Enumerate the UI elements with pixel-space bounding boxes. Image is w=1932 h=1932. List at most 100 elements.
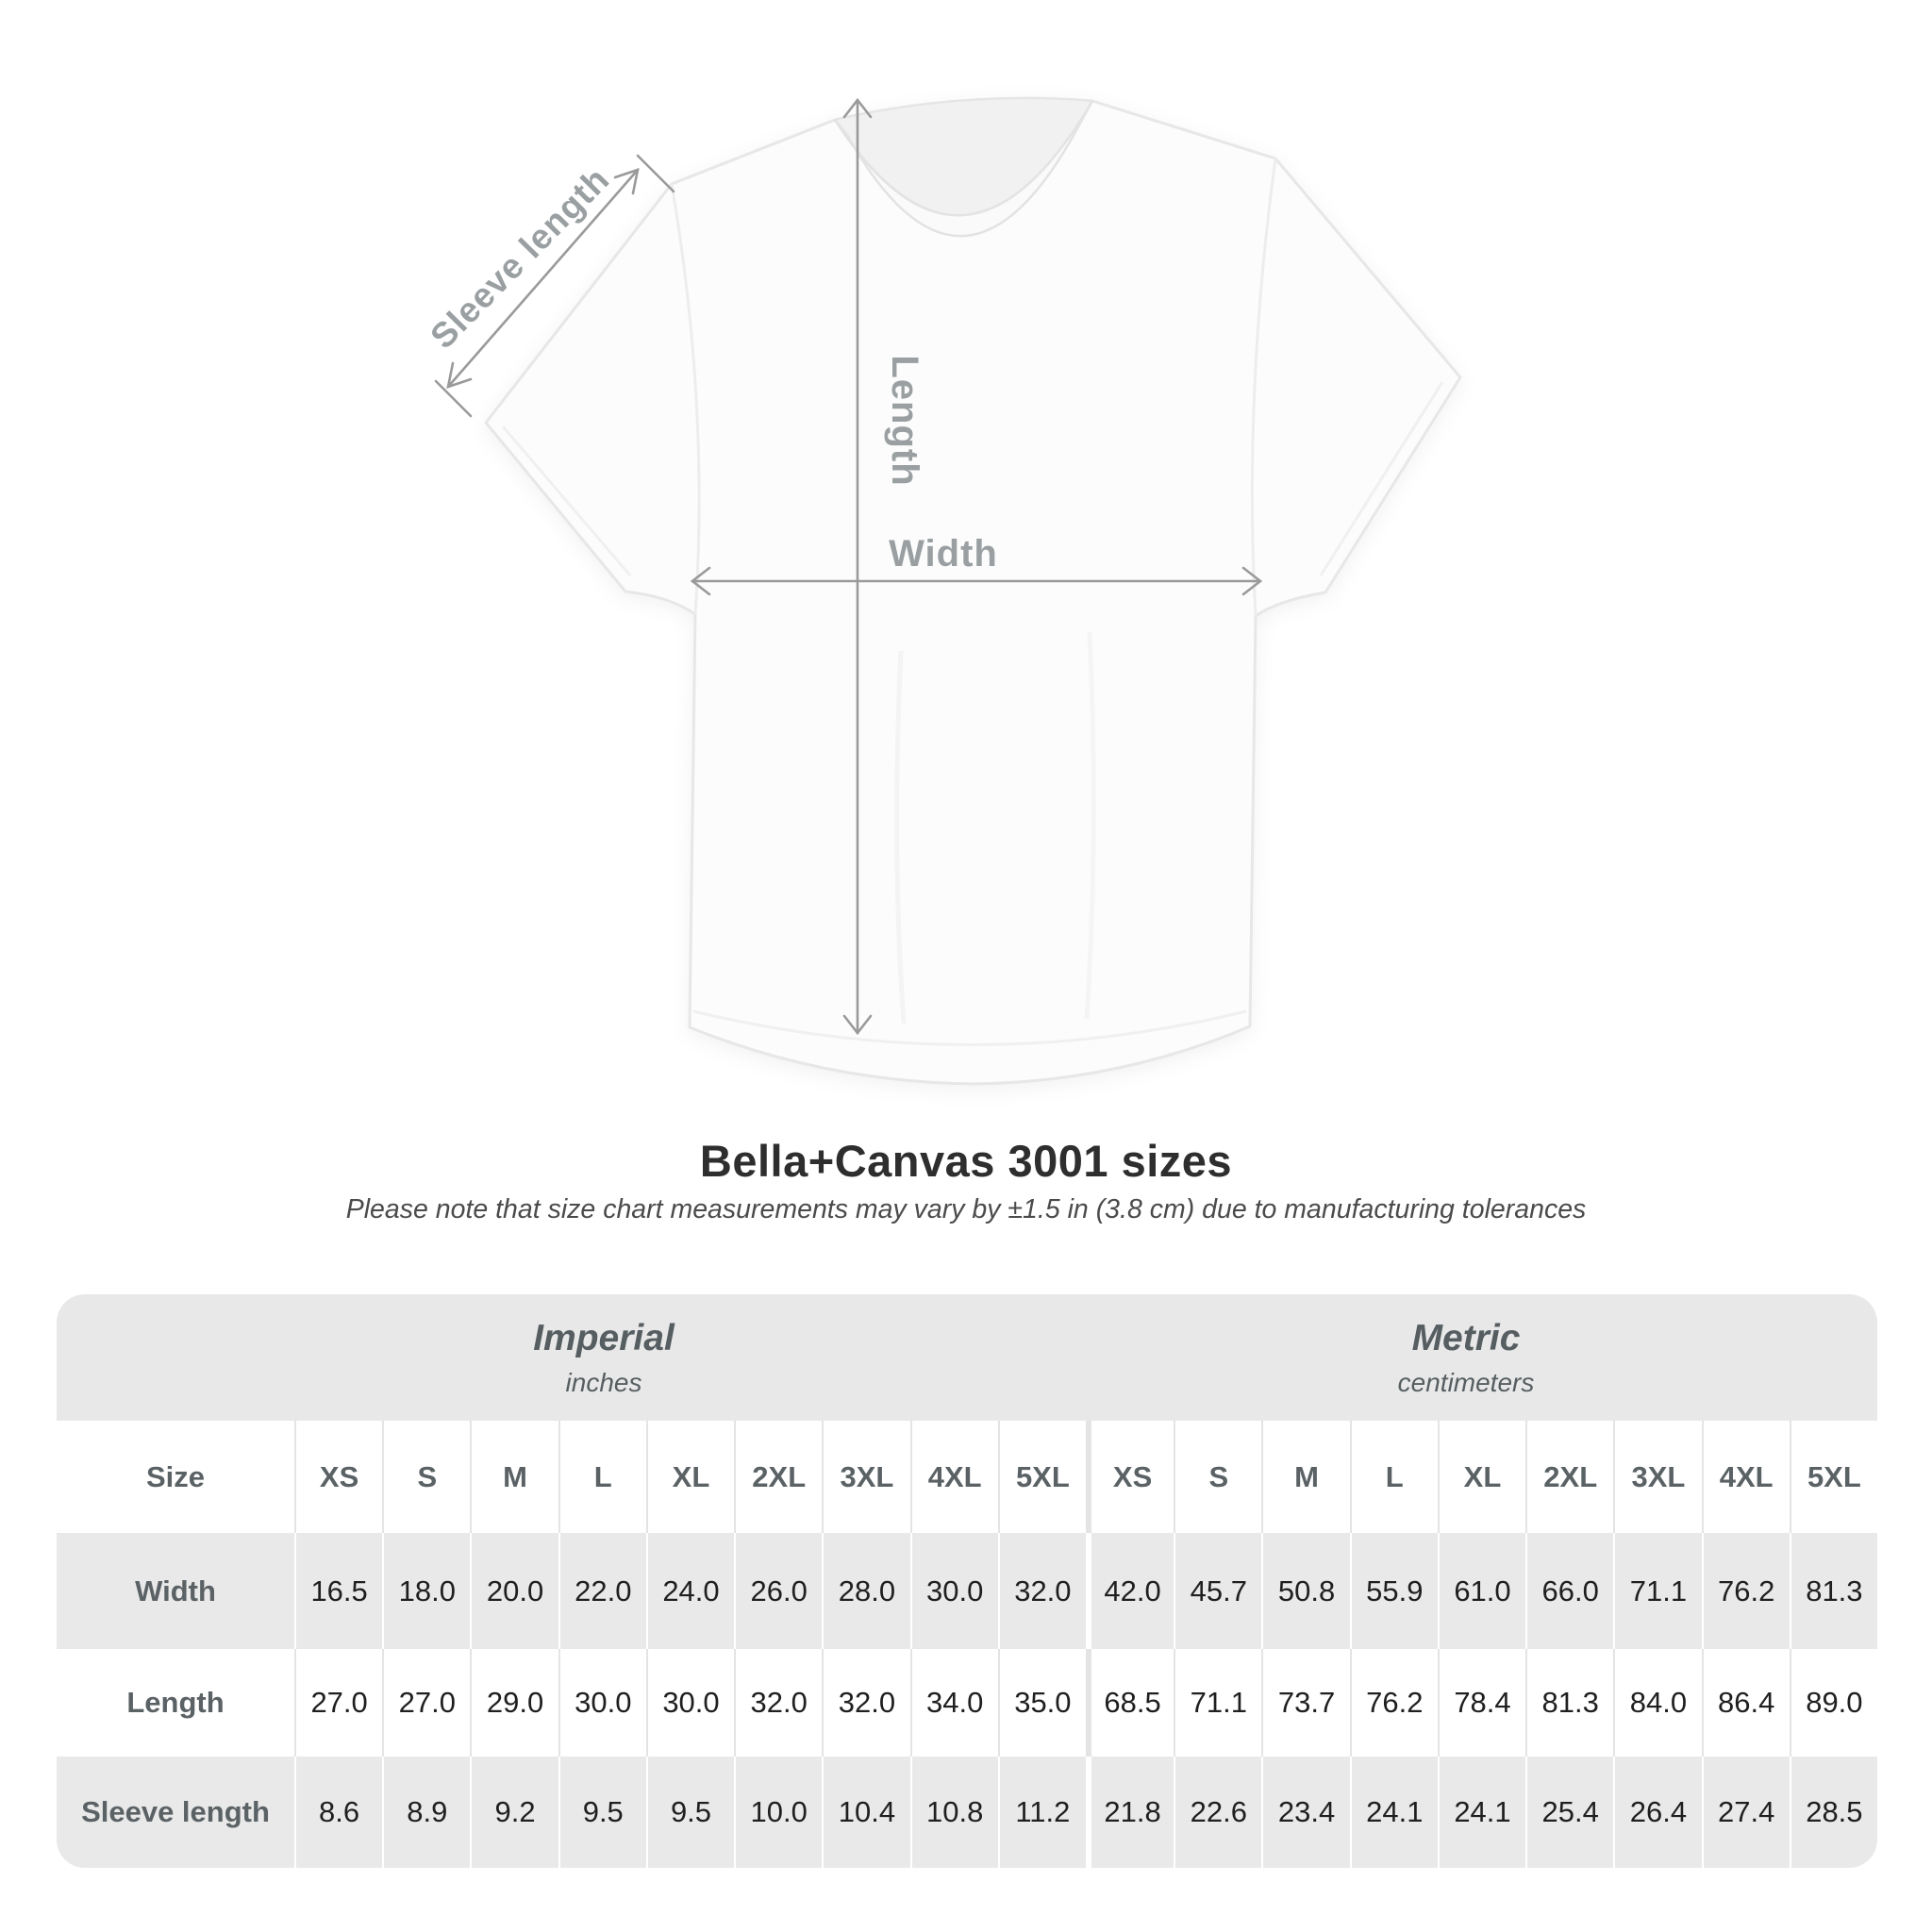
length-label: Length — [884, 355, 925, 486]
value-cell: 73.7 — [1261, 1649, 1349, 1757]
size-col-header: XS — [294, 1421, 382, 1533]
width-label: Width — [889, 533, 998, 575]
value-cell: 32.0 — [734, 1649, 822, 1757]
page-title: Bella+Canvas 3001 sizes — [699, 1136, 1233, 1186]
value-cell: 21.8 — [1085, 1757, 1174, 1868]
value-cell: 66.0 — [1525, 1533, 1613, 1649]
value-cell: 25.4 — [1525, 1757, 1613, 1868]
size-col-header: L — [558, 1421, 646, 1533]
value-cell: 68.5 — [1085, 1649, 1174, 1757]
value-cell: 26.4 — [1613, 1757, 1701, 1868]
size-col-header: XS — [1085, 1421, 1174, 1533]
table-row-length: Length 27.0 27.0 29.0 30.0 30.0 32.0 32.… — [57, 1649, 1877, 1757]
value-cell: 24.0 — [645, 1533, 734, 1649]
value-cell: 23.4 — [1261, 1757, 1349, 1868]
table-row-width: Width 16.5 18.0 20.0 22.0 24.0 26.0 28.0… — [57, 1533, 1877, 1649]
size-col-header: M — [1261, 1421, 1349, 1533]
value-cell: 76.2 — [1701, 1533, 1790, 1649]
size-col-header: S — [1174, 1421, 1261, 1533]
size-table: Imperial inches Metric centimeters Size … — [57, 1294, 1877, 1868]
value-cell: 86.4 — [1701, 1649, 1790, 1757]
value-cell: 50.8 — [1261, 1533, 1349, 1649]
value-cell: 22.6 — [1174, 1757, 1261, 1868]
value-cell: 28.0 — [822, 1533, 909, 1649]
size-col-header: 2XL — [1525, 1421, 1613, 1533]
value-cell: 18.0 — [382, 1533, 470, 1649]
hem-seam — [692, 1009, 1247, 1046]
value-cell: 10.4 — [822, 1757, 909, 1868]
size-col-header: 4XL — [1701, 1421, 1790, 1533]
imperial-label: Imperial — [533, 1317, 675, 1358]
size-col-header: XL — [645, 1421, 734, 1533]
value-cell: 22.0 — [558, 1533, 646, 1649]
row-label: Length — [126, 1686, 225, 1719]
value-cell: 45.7 — [1174, 1533, 1261, 1649]
tshirt-outline — [484, 96, 1462, 1086]
value-cell: 30.0 — [558, 1649, 646, 1757]
imperial-section-header: Imperial inches — [533, 1294, 675, 1421]
value-cell: 30.0 — [909, 1533, 998, 1649]
imperial-unit: inches — [565, 1367, 642, 1397]
row-label: Sleeve length — [81, 1795, 270, 1828]
size-col-header: 5XL — [1789, 1421, 1877, 1533]
size-col-header: 3XL — [822, 1421, 909, 1533]
fabric-fold — [1084, 631, 1096, 1020]
value-cell: 27.0 — [294, 1649, 382, 1757]
value-cell: 29.0 — [470, 1649, 558, 1757]
value-cell: 16.5 — [294, 1533, 382, 1649]
value-cell: 28.5 — [1789, 1757, 1877, 1868]
length-arrow — [842, 97, 873, 1036]
value-cell: 76.2 — [1349, 1649, 1438, 1757]
row-label: Width — [135, 1574, 216, 1607]
size-col-header: L — [1349, 1421, 1438, 1533]
size-col-header: 4XL — [909, 1421, 998, 1533]
value-cell: 35.0 — [997, 1649, 1086, 1757]
value-cell: 11.2 — [997, 1757, 1086, 1868]
value-cell: 32.0 — [822, 1649, 909, 1757]
value-cell: 8.9 — [382, 1757, 470, 1868]
value-cell: 20.0 — [470, 1533, 558, 1649]
value-cell: 9.5 — [645, 1757, 734, 1868]
size-col-header: 5XL — [997, 1421, 1086, 1533]
value-cell: 84.0 — [1613, 1649, 1701, 1757]
sleeve-length-arrow — [434, 154, 675, 418]
size-header-row: Size XS S M L XL 2XL 3XL 4XL 5XL XS S M … — [57, 1421, 1877, 1533]
value-cell: 55.9 — [1349, 1533, 1438, 1649]
value-cell: 61.0 — [1437, 1533, 1525, 1649]
size-col-header: XL — [1437, 1421, 1525, 1533]
value-cell: 42.0 — [1085, 1533, 1174, 1649]
metric-section-header: Metric centimeters — [1398, 1294, 1535, 1421]
sleeve-cuff-seam-right — [1319, 381, 1444, 576]
table-row-sleeve-length: Sleeve length 8.6 8.9 9.2 9.5 9.5 10.0 1… — [57, 1757, 1877, 1868]
value-cell: 81.3 — [1789, 1533, 1877, 1649]
value-cell: 27.4 — [1701, 1757, 1790, 1868]
value-cell: 24.1 — [1437, 1757, 1525, 1868]
size-header-cell: Size — [145, 1459, 206, 1493]
tshirt-measurement-diagram: Sleeve length Length Width — [423, 96, 1462, 1086]
unit-band: Imperial inches Metric centimeters — [57, 1294, 1877, 1421]
size-col-header: 2XL — [734, 1421, 822, 1533]
metric-label: Metric — [1411, 1317, 1521, 1358]
value-cell: 89.0 — [1789, 1649, 1877, 1757]
value-cell: 71.1 — [1174, 1649, 1261, 1757]
value-cell: 9.5 — [558, 1757, 646, 1868]
width-arrow — [690, 566, 1263, 596]
value-cell: 30.0 — [645, 1649, 734, 1757]
value-cell: 71.1 — [1613, 1533, 1701, 1649]
value-cell: 24.1 — [1349, 1757, 1438, 1868]
value-cell: 10.8 — [909, 1757, 998, 1868]
value-cell: 81.3 — [1525, 1649, 1613, 1757]
value-cell: 26.0 — [734, 1533, 822, 1649]
value-cell: 78.4 — [1437, 1649, 1525, 1757]
page-subtitle: Please note that size chart measurements… — [345, 1194, 1587, 1224]
value-cell: 32.0 — [997, 1533, 1086, 1649]
value-cell: 8.6 — [294, 1757, 382, 1868]
value-cell: 34.0 — [909, 1649, 998, 1757]
value-cell: 27.0 — [382, 1649, 470, 1757]
value-cell: 10.0 — [734, 1757, 822, 1868]
collar-band — [833, 100, 1094, 238]
tshirt-image — [484, 96, 1462, 1086]
measurement-annotations — [434, 97, 1263, 1036]
left-armhole-seam — [670, 183, 701, 615]
value-cell: 9.2 — [470, 1757, 558, 1868]
